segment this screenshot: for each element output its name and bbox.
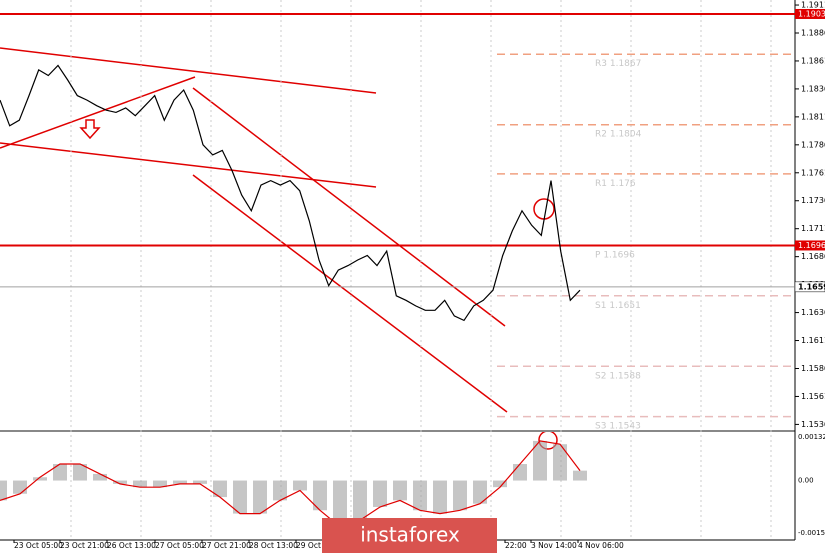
y-tick-label: 1.1536	[801, 420, 825, 429]
osc-bar	[153, 480, 167, 488]
x-tick-label: 28 Oct 13:00	[249, 541, 298, 550]
osc-bar	[353, 480, 367, 521]
pivot-value: 1.1696	[603, 250, 635, 260]
y-tick-label: 1.1786	[801, 140, 825, 149]
y-tick-label: 1.1736	[801, 196, 825, 205]
osc-bar	[273, 480, 287, 501]
price-line	[0, 64, 581, 322]
watermark-box	[322, 518, 497, 553]
osc-bar	[133, 480, 147, 488]
level-tag	[794, 281, 825, 293]
highlight-circle	[533, 198, 555, 220]
trend-line	[0, 142, 377, 188]
level-label: 1.1696	[798, 241, 825, 250]
osc-bar	[333, 480, 347, 527]
x-tick-label: 3 Nov 14:00	[531, 541, 577, 550]
pivot-value: 1.1588	[609, 371, 641, 381]
y-tick-label: 1.1636	[801, 308, 825, 317]
trend-line	[0, 76, 196, 149]
pivot-value: 1.1543	[609, 421, 641, 431]
level-tag	[795, 8, 825, 19]
x-tick-label: 29 Oct 0	[296, 541, 328, 550]
osc-bar	[573, 470, 587, 481]
osc-bar	[233, 480, 247, 514]
x-tick-label: 4 Nov 06:00	[578, 541, 624, 550]
osc-bar	[393, 480, 407, 501]
osc-bar	[413, 480, 427, 511]
osc-bar	[193, 480, 207, 484]
osc-bar	[373, 480, 387, 507]
pivot-name: S2	[595, 371, 606, 381]
osc-bar	[433, 480, 447, 514]
pivot-label: R2 1.1804	[595, 129, 642, 139]
osc-bar	[53, 464, 67, 481]
pivot-label: P 1.1696	[595, 250, 635, 260]
osc-bar	[13, 480, 27, 494]
osc-bar	[513, 464, 527, 481]
pivot-label: S2 1.1588	[595, 371, 641, 381]
osc-bar	[313, 480, 327, 511]
osc-bar	[553, 444, 567, 481]
trend-line	[0, 47, 377, 94]
osc-bar	[293, 480, 307, 491]
pivot-label: S1 1.1651	[595, 300, 641, 310]
pivot-name: S3	[595, 421, 606, 431]
trend-lines	[0, 47, 558, 450]
osc-bar	[533, 440, 547, 481]
osc-bar	[93, 473, 107, 481]
trend-line	[192, 87, 506, 327]
osc-bar	[173, 480, 187, 484]
y-tick-label: 0.00	[798, 477, 814, 485]
osc-bar	[33, 477, 47, 481]
osc-bar	[493, 480, 507, 488]
osc-bar	[213, 480, 227, 498]
level-tag	[795, 240, 825, 251]
y-tick-label: 1.1586	[801, 364, 825, 373]
pivot-name: R1	[595, 178, 607, 188]
pivot-name: P	[595, 250, 601, 260]
osc-bar	[73, 464, 87, 481]
pivot-value: 1.176	[610, 178, 636, 188]
osc-bar	[453, 480, 467, 511]
osc-bar	[0, 480, 7, 501]
x-tick-label: 22:00	[505, 541, 527, 550]
down-arrow	[79, 119, 101, 140]
signal-line	[0, 440, 581, 528]
y-tick-label: 1.1886	[801, 28, 825, 37]
pivot-name: S1	[595, 300, 606, 310]
osc-bar	[113, 480, 127, 484]
x-tick-label: 23 Oct 21:00	[60, 541, 109, 550]
level-label: 1.1903	[798, 9, 825, 18]
y-tick-label: -0.00159	[798, 529, 825, 537]
x-tick-label: 26 Oct 13:00	[107, 541, 156, 550]
y-tick-label: 1.1836	[801, 84, 825, 93]
y-tick-label: 1.1686	[801, 252, 825, 261]
pivot-name: R2	[595, 129, 607, 139]
x-tick-label: 27 Oct 21:00	[202, 541, 251, 550]
pivot-value: 1.1804	[610, 129, 642, 139]
pivot-label: R1 1.176	[595, 178, 636, 188]
level-label: 1.1659	[798, 282, 825, 291]
pivot-label: R3 1.1867	[595, 59, 641, 69]
x-tick-label: 23 Oct 05:00	[14, 541, 63, 550]
osc-bar	[473, 480, 487, 504]
pivot-name: R3	[595, 59, 607, 69]
pivot-label: S3 1.1543	[595, 421, 641, 431]
osc-bar	[253, 480, 267, 514]
x-tick-label: 27 Oct 05:00	[155, 541, 204, 550]
pivot-value: 1.1867	[610, 59, 642, 69]
watermark: instaforex	[360, 523, 460, 547]
y-tick-label: 0.00132	[798, 433, 825, 441]
trend-line	[192, 174, 508, 413]
pivot-value: 1.1651	[609, 300, 641, 310]
